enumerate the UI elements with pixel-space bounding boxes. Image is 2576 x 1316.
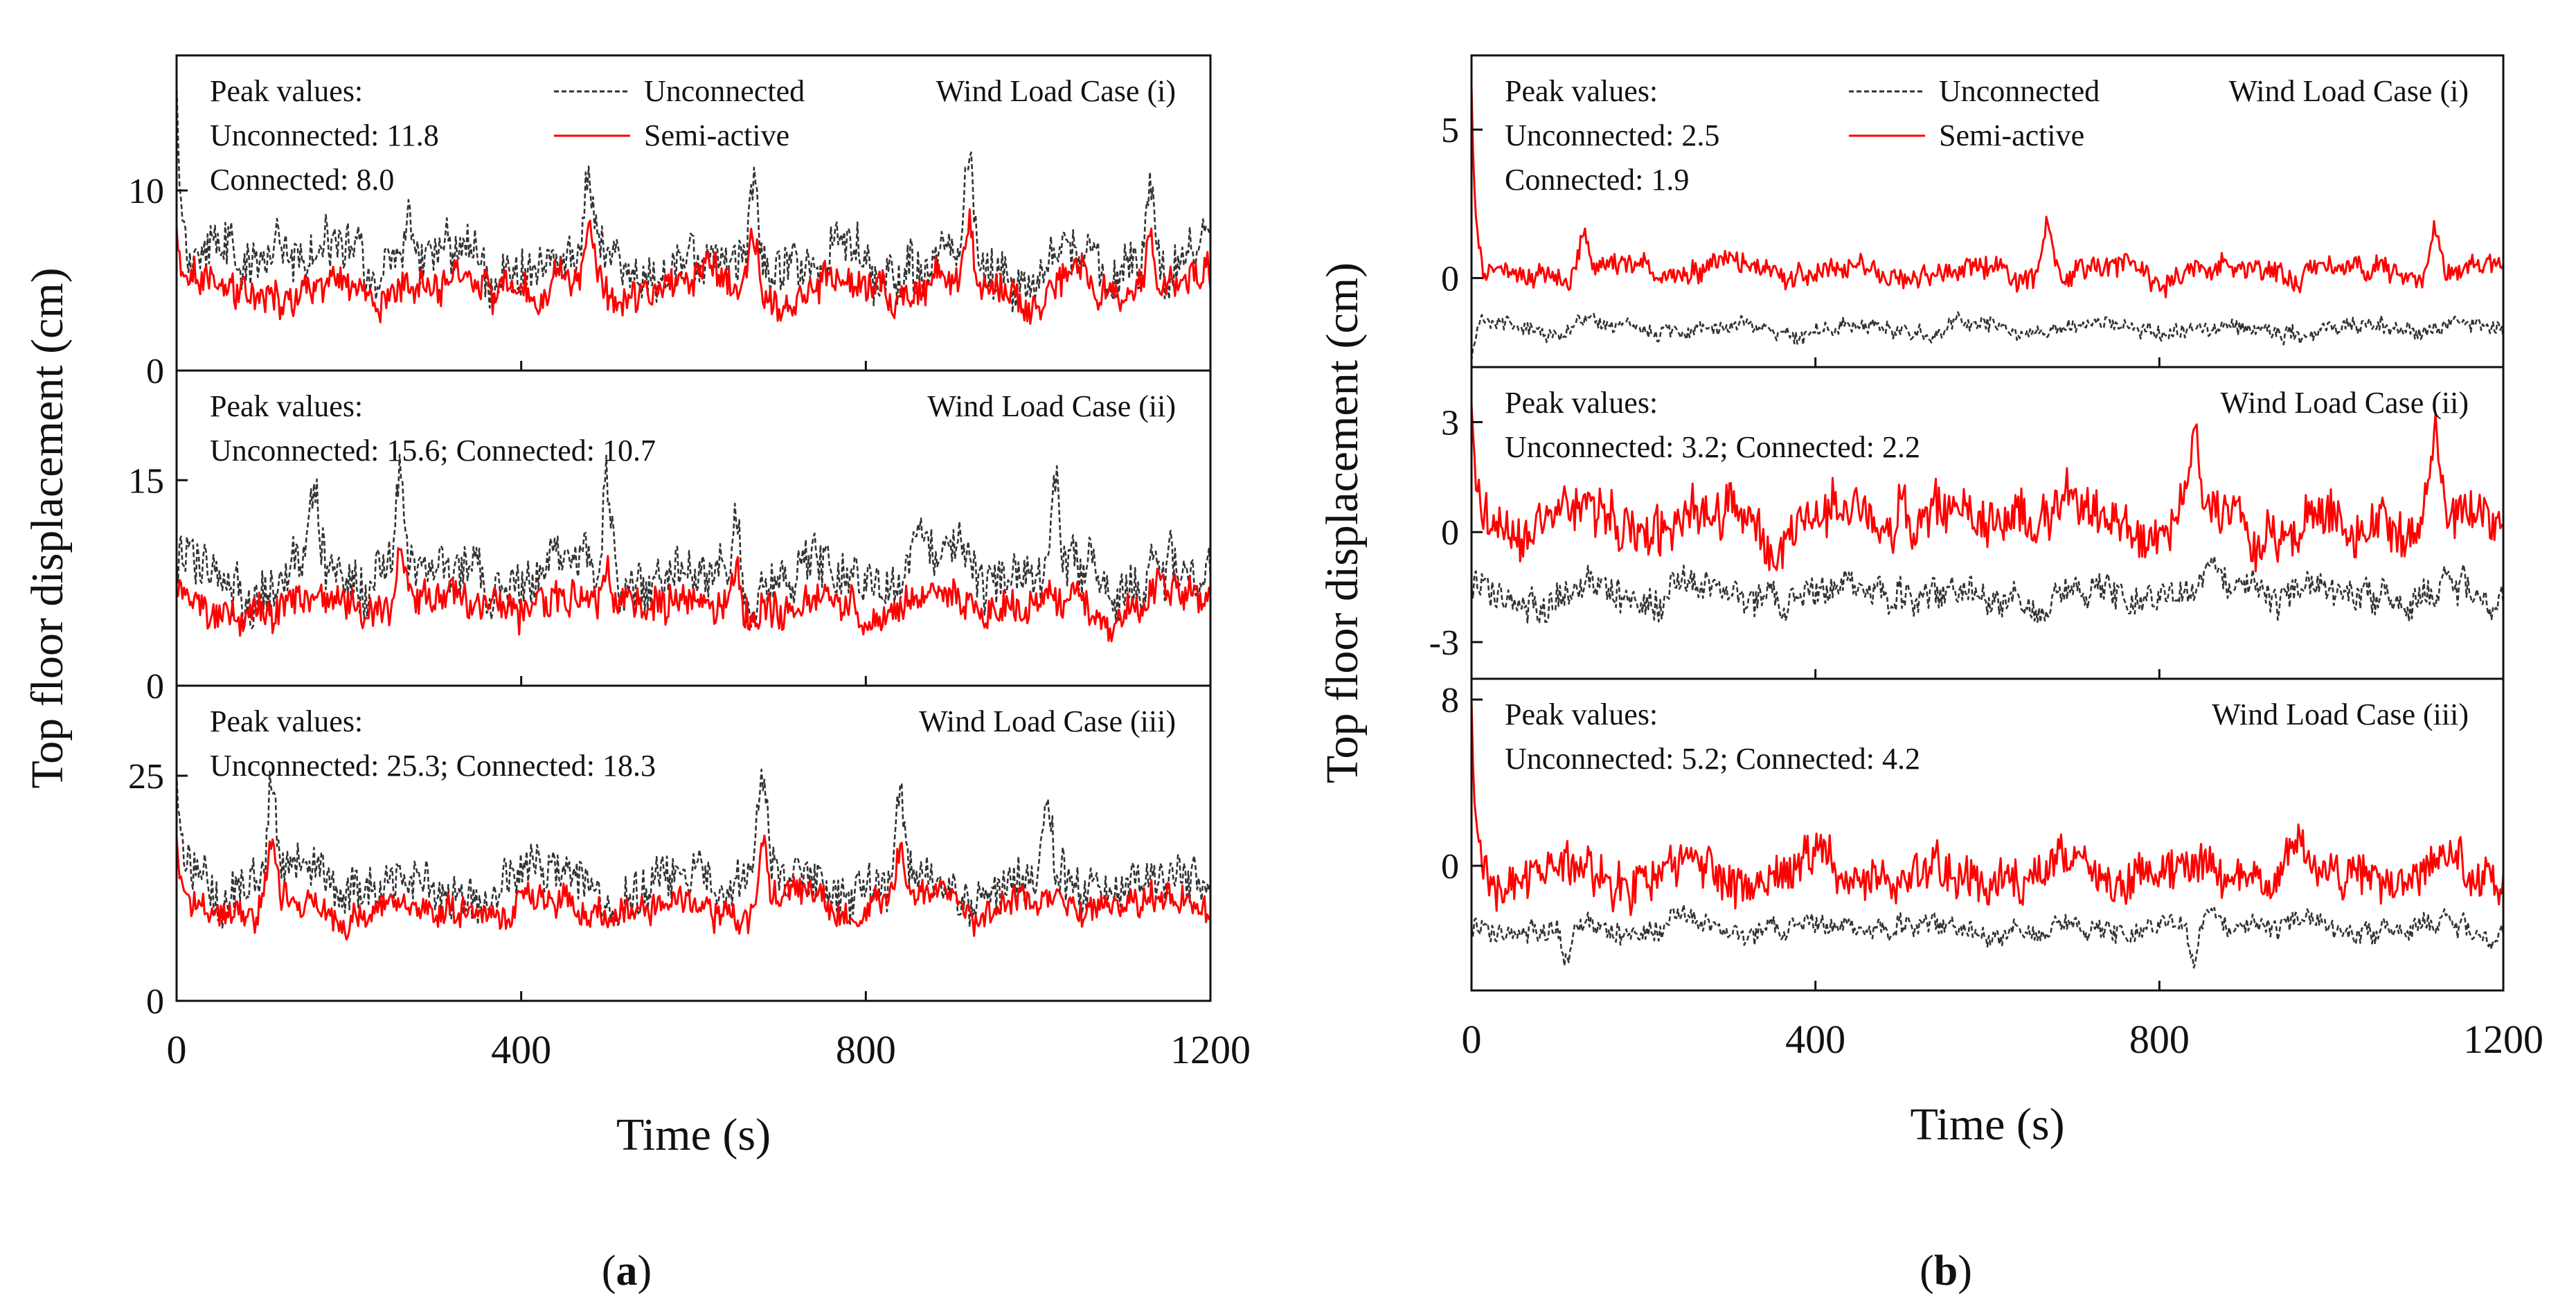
series-unconnected-line (1472, 555, 2503, 624)
subplot-frame (1470, 677, 2505, 992)
series-unconnected-line (1472, 903, 2503, 969)
series-group (1472, 403, 2503, 624)
y-tick-label: 0 (1441, 847, 1459, 887)
x-tick-label: 1200 (1170, 1027, 1251, 1072)
legend-semi-active-label: Semi-active (644, 118, 789, 152)
wind-load-case-label: Wind Load Case (iii) (919, 704, 1176, 738)
legend-unconnected-label: Unconnected (644, 74, 805, 108)
series-semi-active-line (177, 546, 1210, 643)
series-group (1472, 85, 2503, 362)
series-group (1472, 699, 2503, 969)
subplot-a-2: 0 15 Peak values: Unconnected: 15.6; Connec… (128, 369, 1212, 706)
peak-values-title: Peak values: (210, 389, 363, 423)
peak-values-title: Peak values: (1505, 697, 1658, 731)
series-unconnected-line (1472, 311, 2503, 362)
peak-values-line: Connected: 8.0 (210, 163, 394, 197)
series-group (177, 768, 1210, 941)
series-semi-active-line (1472, 85, 2503, 299)
legend: Unconnected Semi-active (554, 74, 805, 152)
x-tick-label: 400 (491, 1027, 551, 1072)
wind-load-case-label: Wind Load Case (ii) (927, 389, 1176, 423)
subplot-b-1: 0 5 Peak values: Unconnected: 2.5 Connected:… (1441, 54, 2505, 368)
wind-load-case-label: Wind Load Case (iii) (2212, 697, 2469, 731)
peak-values-line: Unconnected: 25.3; Connected: 18.3 (210, 749, 656, 783)
y-tick-label: 0 (146, 667, 164, 706)
x-axis-label: Time (s) (1910, 1099, 2064, 1150)
peak-values-line: Unconnected: 2.5 (1505, 118, 1719, 152)
subplot-frame (175, 684, 1212, 1002)
wind-load-case-label: Wind Load Case (ii) (2220, 386, 2469, 420)
panel-a-chart: 0 10 Peak values: Unconnected: 11.8 Connecte… (22, 54, 1251, 1160)
caption-b: (b) (1920, 1247, 1972, 1295)
peak-values-title: Peak values: (210, 704, 363, 738)
peak-values-title: Peak values: (1505, 74, 1658, 108)
y-tick-label: 5 (1441, 111, 1459, 150)
y-tick-label: 0 (146, 352, 164, 391)
y-tick-label: 25 (128, 757, 164, 797)
peak-values-line: Connected: 1.9 (1505, 163, 1689, 197)
peak-values-title: Peak values: (210, 74, 363, 108)
x-tick-label: 0 (167, 1027, 187, 1072)
x-tick-label: 400 (1785, 1017, 1845, 1062)
legend: Unconnected Semi-active (1849, 74, 2100, 152)
subplot-a-1: 0 10 Peak values: Unconnected: 11.8 Connecte… (128, 54, 1212, 391)
y-tick-label: 0 (1441, 513, 1459, 553)
y-tick-label: 8 (1441, 681, 1459, 720)
x-tick-label: 800 (836, 1027, 896, 1072)
legend-semi-active-label: Semi-active (1939, 118, 2084, 152)
y-tick-label: 10 (128, 172, 164, 211)
series-unconnected-line (177, 768, 1210, 929)
x-tick-label: 800 (2129, 1017, 2190, 1062)
wind-load-case-label: Wind Load Case (i) (2229, 74, 2469, 108)
x-axis-label: Time (s) (616, 1110, 771, 1160)
peak-values-line: Unconnected: 5.2; Connected: 4.2 (1505, 742, 1920, 776)
y-axis-label: Top floor displacement (cm) (1317, 263, 1368, 783)
y-tick-label: 0 (146, 982, 164, 1022)
y-axis-label: Top floor displacement (cm) (22, 267, 73, 788)
panel-b-chart: 0 5 Peak values: Unconnected: 2.5 Connected:… (1317, 54, 2543, 1150)
legend-unconnected-label: Unconnected (1939, 74, 2100, 108)
caption-a: (a) (602, 1247, 652, 1295)
series-semi-active-line (177, 208, 1210, 325)
peak-values-line: Unconnected: 15.6; Connected: 10.7 (210, 434, 656, 468)
subplot-b-2: -3 0 3 Peak values: Unconnected: 3.2; Connec… (1429, 366, 2505, 680)
series-semi-active-line (177, 834, 1210, 941)
series-unconnected-line (177, 82, 1210, 314)
series-semi-active-line (1472, 403, 2503, 573)
x-tick-label: 0 (1462, 1017, 1482, 1062)
y-tick-label: 3 (1441, 403, 1459, 443)
series-semi-active-line (1472, 699, 2503, 916)
y-tick-label: -3 (1429, 623, 1459, 663)
subplot-a-3: 0 25 Peak values: Unconnected: 25.3; Connec… (128, 684, 1212, 1022)
subplot-b-3: 0 8 Peak values: Unconnected: 5.2; Connecte… (1441, 677, 2505, 992)
y-tick-label: 15 (128, 461, 164, 501)
series-group (177, 454, 1210, 643)
wind-load-case-label: Wind Load Case (i) (936, 74, 1176, 108)
x-tick-label: 1200 (2463, 1017, 2543, 1062)
peak-values-line: Unconnected: 3.2; Connected: 2.2 (1505, 430, 1920, 464)
series-group (177, 82, 1210, 325)
peak-values-line: Unconnected: 11.8 (210, 118, 439, 152)
y-tick-label: 0 (1441, 259, 1459, 299)
peak-values-title: Peak values: (1505, 386, 1658, 420)
